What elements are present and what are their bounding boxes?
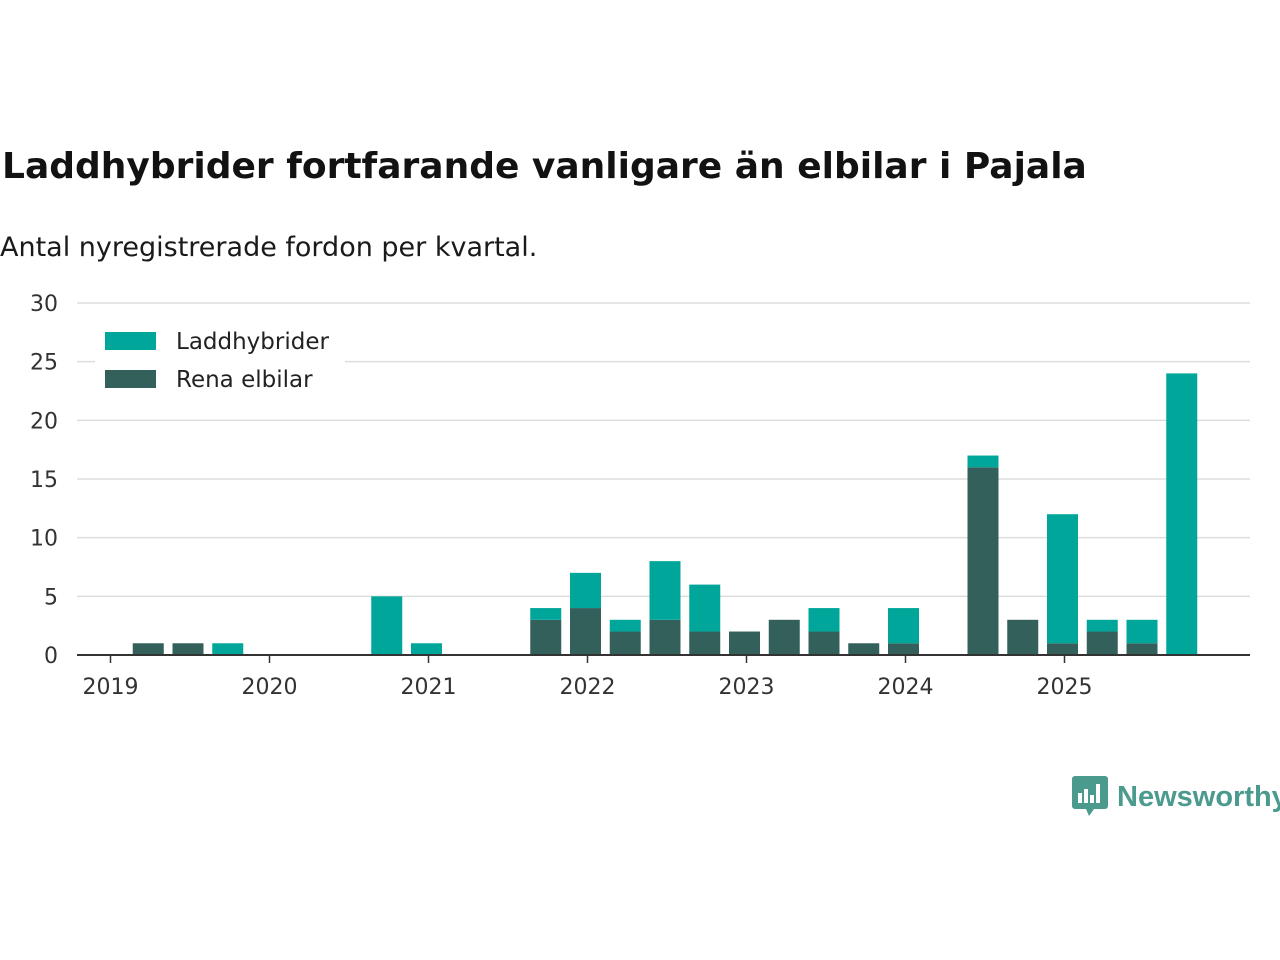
bar-laddhybrider[interactable] [649,561,681,620]
bar-rena-elbilar[interactable] [888,643,919,655]
bar-laddhybrider[interactable] [609,619,641,632]
legend: Laddhybrider Rena elbilar [95,320,345,400]
x-tick-label: 2023 [719,675,775,700]
bar-rena-elbilar[interactable] [1007,619,1039,655]
bar-rena-elbilar[interactable] [172,643,204,655]
bar-rena-elbilar[interactable] [609,631,641,655]
bar-rena-elbilar[interactable] [808,631,840,655]
y-axis-ticks: 0 5 10 15 20 25 30 [30,292,58,669]
bar-laddhybrider[interactable] [967,455,999,468]
y-tick-label: 10 [30,527,58,552]
y-tick-label: 30 [30,292,58,317]
bar-rena-elbilar[interactable] [132,643,164,655]
bar-laddhybrider[interactable] [530,608,562,620]
bar-laddhybrider[interactable] [888,608,919,644]
legend-swatch-rena-elbilar[interactable] [105,370,156,388]
legend-label-laddhybrider[interactable]: Laddhybrider [176,329,329,355]
newsworthy-logo[interactable]: Newsworthy [1072,776,1280,818]
bar-rena-elbilar[interactable] [729,631,760,655]
bar-rena-elbilar[interactable] [848,643,880,655]
y-tick-label: 0 [44,644,58,669]
bar-rena-elbilar[interactable] [649,619,681,655]
bar-laddhybrider[interactable] [1086,619,1118,632]
bar-rena-elbilar[interactable] [1047,643,1078,655]
y-tick-label: 5 [44,585,58,610]
bars [132,373,1198,655]
bar-laddhybrider[interactable] [411,643,442,655]
x-tick-label: 2024 [878,675,934,700]
bar-rena-elbilar[interactable] [570,608,601,655]
bar-rena-elbilar[interactable] [1126,643,1158,655]
y-tick-label: 25 [30,351,58,376]
chart-subtitle: Antal nyregistrerade fordon per kvartal. [0,232,538,263]
y-tick-label: 15 [30,468,58,493]
x-tick-label: 2022 [560,675,616,700]
x-tick-label: 2019 [83,675,139,700]
y-tick-label: 20 [30,409,58,434]
brand-name: Newsworthy [1117,780,1280,813]
bar-laddhybrider[interactable] [570,572,601,609]
bar-laddhybrider[interactable] [689,584,721,632]
bar-laddhybrider[interactable] [371,596,403,655]
bar-rena-elbilar[interactable] [967,467,999,655]
bar-laddhybrider[interactable] [808,608,840,632]
x-axis-ticks: 2019 2020 2021 2022 2023 2024 2025 [83,655,1093,700]
bar-rena-elbilar[interactable] [530,619,562,655]
bar-rena-elbilar[interactable] [689,631,721,655]
x-tick-label: 2020 [242,675,298,700]
bar-rena-elbilar[interactable] [768,619,800,655]
bar-laddhybrider[interactable] [1166,373,1198,655]
bar-rena-elbilar[interactable] [1086,631,1118,655]
bar-laddhybrider[interactable] [212,643,244,655]
legend-label-rena-elbilar[interactable]: Rena elbilar [176,367,313,393]
x-tick-label: 2021 [401,675,457,700]
bar-laddhybrider[interactable] [1047,514,1078,644]
x-tick-label: 2025 [1037,675,1093,700]
bar-laddhybrider[interactable] [1126,619,1158,644]
chart-title: Laddhybrider fortfarande vanligare än el… [2,146,1087,187]
bar-chart-bubble-icon [1072,776,1108,816]
legend-swatch-laddhybrider[interactable] [105,332,156,350]
